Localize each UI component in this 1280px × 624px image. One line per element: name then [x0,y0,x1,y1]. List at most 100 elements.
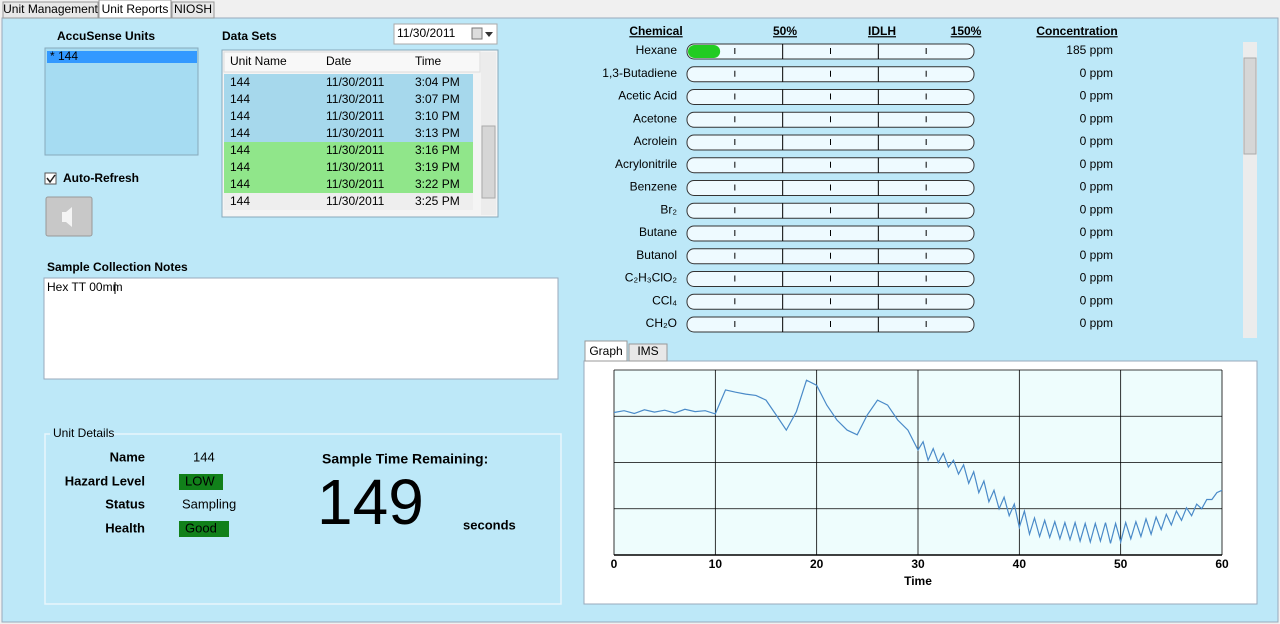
graph-tab-label: Graph [589,344,622,358]
remaining-value: 149 [317,466,424,538]
tab-label: Unit Management [3,2,98,16]
grid-cell: 11/30/2011 [326,92,385,106]
field-label: Name [110,449,145,464]
concentration: 0 ppm [1080,134,1113,148]
grid-cell: 11/30/2011 [326,177,385,191]
field-label: Health [105,520,145,535]
grid-row[interactable] [224,125,473,142]
concentration: 0 ppm [1080,111,1113,125]
chemical-name: Br₂ [660,202,677,216]
grid-row[interactable] [224,142,473,159]
grid-cell: 144 [230,177,250,191]
field-label: Hazard Level [65,473,145,488]
grid-row[interactable] [224,74,473,91]
grid-cell: 3:07 PM [415,92,460,106]
tab[interactable] [2,1,99,19]
x-tick-label: 50 [1114,557,1128,571]
status-badge [179,521,229,537]
grid-cell: 11/30/2011 [326,75,385,89]
concentration: 0 ppm [1080,293,1113,307]
field-label: Status [105,496,145,511]
grid-cell: 3:04 PM [415,75,460,89]
chemical-name: Benzene [630,180,678,194]
grid-cell: 3:13 PM [415,126,460,140]
grid-cell: 3:16 PM [415,143,460,157]
tab[interactable] [98,0,172,19]
grid-cell: 11/30/2011 [326,160,385,174]
checkbox[interactable] [44,172,57,185]
grid-cell: 3:19 PM [415,160,460,174]
chem-column-header: IDLH [868,24,896,38]
chem-column-header: 150% [951,24,982,38]
data-sets-title: Data Sets [222,29,277,43]
chem-scroll-thumb[interactable] [1243,57,1257,155]
remaining-unit: seconds [463,517,516,532]
concentration: 0 ppm [1080,202,1113,216]
chemical-name: Butane [639,225,677,239]
concentration: 185 ppm [1066,43,1113,57]
grid-cell: 3:10 PM [415,109,460,123]
grid-cell: 3:25 PM [415,194,460,208]
grid-cell: 144 [230,126,250,140]
graph-tab[interactable] [628,343,668,362]
graph-tab[interactable] [584,340,628,362]
grid-row[interactable] [224,193,473,210]
concentration: 0 ppm [1080,316,1113,330]
status-badge [179,474,223,490]
units-title: AccuSense Units [57,29,155,43]
group-title-bg [50,428,108,440]
details-group [44,433,562,605]
grid-cell: 144 [230,143,250,157]
date-picker[interactable] [393,23,498,45]
check-mark [46,174,56,184]
chem-column-header: Chemical [629,24,682,38]
x-tick-label: 10 [709,557,723,571]
chemical-name: 1,3-Butadiene [602,66,677,80]
x-tick-label: 0 [611,557,618,571]
grid-header [223,51,481,73]
graph-tab-label: IMS [637,344,658,358]
auto-refresh-label: Auto-Refresh [63,171,139,185]
grid-row[interactable] [224,176,473,193]
concentration: 0 ppm [1080,66,1113,80]
grid-cell: 144 [230,75,250,89]
chem-column-header: 50% [773,24,797,38]
chemical-name: C₂H₃ClO₂ [625,271,678,285]
data-line [613,379,1223,545]
column-header: Time [415,54,442,68]
date-value: 11/30/2011 [397,26,456,40]
chem-column-header: Concentration [1036,24,1117,38]
notes-title: Sample Collection Notes [47,260,188,274]
grid-row[interactable] [224,108,473,125]
grid-row[interactable] [224,159,473,176]
notes-textarea[interactable] [43,277,559,380]
x-tick-label: 20 [810,557,824,571]
chemical-name: Acrylonitrile [615,157,677,171]
chemical-name: Acetone [633,111,677,125]
chemical-name: Acrolein [634,134,677,148]
unit-item: * 144 [50,49,78,63]
tab[interactable] [171,1,215,19]
x-tick-label: 60 [1215,557,1229,571]
speaker-icon [62,207,72,227]
sample-time-label: Sample Time Remaining: [322,451,488,467]
dropdown-arrow [485,32,493,37]
grid-cell: 144 [230,194,250,208]
chemical-name: Butanol [636,248,677,262]
grid-cell: 144 [230,109,250,123]
tab-label: Unit Reports [102,2,169,16]
selected-item-bg [47,51,197,63]
field-value: Sampling [182,496,236,511]
chemical-name: CCl₄ [652,293,677,307]
grid-row[interactable] [224,91,473,108]
field-value: 144 [193,449,215,464]
grid-cell: 3:22 PM [415,177,460,191]
field-value: LOW [185,473,215,488]
grid-scroll-thumb[interactable] [481,125,496,199]
grid-cell: 11/30/2011 [326,143,385,157]
grid-cell: 11/30/2011 [326,126,385,140]
units-listbox[interactable] [44,47,199,156]
grid-cell: 144 [230,92,250,106]
concentration: 0 ppm [1080,271,1113,285]
